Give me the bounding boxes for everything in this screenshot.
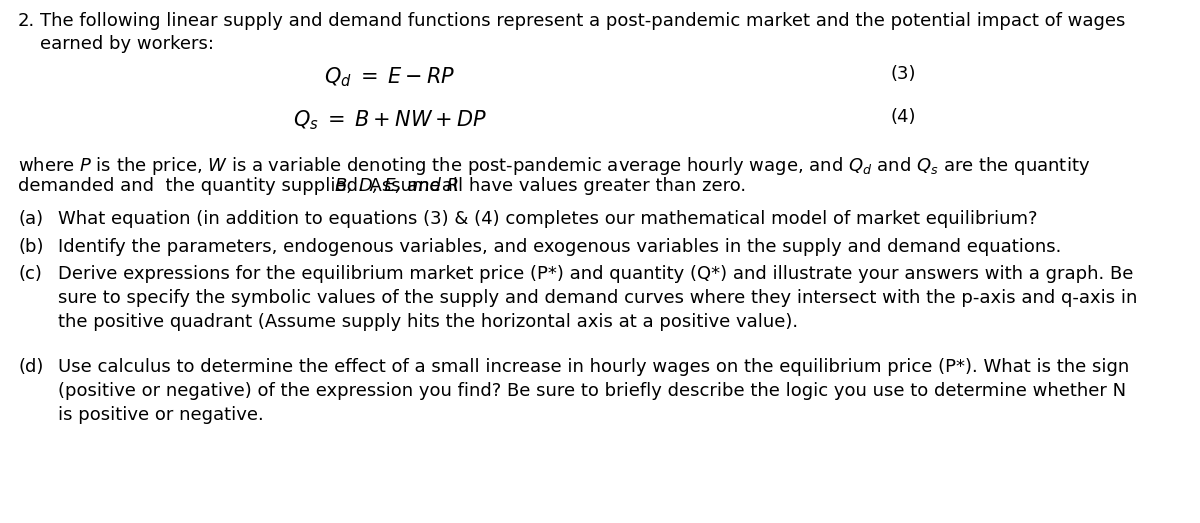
Text: (4): (4) (890, 108, 916, 126)
Text: demanded and  the quantity supplied. Assume: demanded and the quantity supplied. Assu… (18, 177, 446, 195)
Text: (positive or negative) of the expression you find? Be sure to briefly describe t: (positive or negative) of the expression… (58, 382, 1126, 400)
Text: Identify the parameters, endogenous variables, and exogenous variables in the su: Identify the parameters, endogenous vari… (58, 238, 1061, 256)
Text: $Q_d \;=\; E - RP$: $Q_d \;=\; E - RP$ (324, 65, 456, 88)
Text: earned by workers:: earned by workers: (40, 35, 214, 53)
Text: (d): (d) (18, 358, 43, 376)
Text: (3): (3) (890, 65, 916, 83)
Text: 2.: 2. (18, 12, 35, 30)
Text: is positive or negative.: is positive or negative. (58, 406, 264, 424)
Text: Derive expressions for the equilibrium market price (P*) and quantity (Q*) and i: Derive expressions for the equilibrium m… (58, 265, 1133, 283)
Text: where $P$ is the price, $W$ is a variable denoting the post-pandemic average hou: where $P$ is the price, $W$ is a variabl… (18, 155, 1090, 177)
Text: (b): (b) (18, 238, 43, 256)
Text: all have values greater than zero.: all have values greater than zero. (436, 177, 745, 195)
Text: the positive quadrant (Assume supply hits the horizontal axis at a positive valu: the positive quadrant (Assume supply hit… (58, 313, 798, 331)
Text: B, D, E, and R: B, D, E, and R (335, 177, 458, 195)
Text: $Q_s \;=\; B + NW + DP$: $Q_s \;=\; B + NW + DP$ (293, 108, 487, 132)
Text: Use calculus to determine the effect of a small increase in hourly wages on the : Use calculus to determine the effect of … (58, 358, 1129, 376)
Text: The following linear supply and demand functions represent a post-pandemic marke: The following linear supply and demand f… (40, 12, 1126, 30)
Text: (c): (c) (18, 265, 42, 283)
Text: What equation (in addition to equations (3) & (4) completes our mathematical mod: What equation (in addition to equations … (58, 210, 1038, 228)
Text: sure to specify the symbolic values of the supply and demand curves where they i: sure to specify the symbolic values of t… (58, 289, 1138, 307)
Text: (a): (a) (18, 210, 43, 228)
